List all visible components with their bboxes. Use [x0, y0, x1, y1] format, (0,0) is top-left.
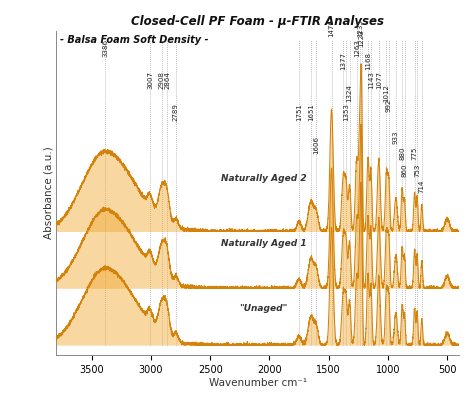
X-axis label: Wavenumber cm⁻¹: Wavenumber cm⁻¹ — [209, 378, 307, 388]
Text: 992: 992 — [386, 98, 392, 112]
Text: 2908: 2908 — [159, 71, 165, 89]
Text: 880: 880 — [399, 147, 405, 160]
Text: 933: 933 — [393, 131, 399, 144]
Y-axis label: Absorbance (a.u.): Absorbance (a.u.) — [44, 147, 54, 239]
Text: "Unaged": "Unaged" — [239, 304, 288, 313]
Text: 1751: 1751 — [296, 104, 302, 122]
Text: 1235: 1235 — [357, 19, 363, 37]
Text: 753: 753 — [414, 163, 420, 177]
Text: 1012: 1012 — [383, 84, 390, 102]
Text: 1168: 1168 — [365, 51, 371, 69]
Text: 1223: 1223 — [358, 29, 365, 47]
Text: 714: 714 — [419, 180, 425, 193]
Text: 2789: 2789 — [173, 104, 179, 122]
Text: 2864: 2864 — [164, 71, 170, 89]
Text: 1606: 1606 — [313, 136, 319, 154]
Text: 860: 860 — [401, 163, 408, 177]
Text: 1324: 1324 — [346, 84, 353, 102]
Text: 3386: 3386 — [102, 39, 108, 57]
Text: Naturally Aged 1: Naturally Aged 1 — [221, 239, 306, 248]
Text: 3007: 3007 — [147, 71, 153, 89]
Text: 1263: 1263 — [354, 39, 360, 57]
Text: 1377: 1377 — [340, 51, 346, 69]
Text: 1143: 1143 — [368, 71, 374, 89]
Title: Closed-Cell PF Foam - μ-FTIR Analyses: Closed-Cell PF Foam - μ-FTIR Analyses — [131, 15, 384, 28]
Text: Naturally Aged 2: Naturally Aged 2 — [221, 174, 306, 183]
Text: 1353: 1353 — [343, 104, 349, 122]
Text: 1651: 1651 — [308, 104, 314, 122]
Text: - Balsa Foam Soft Density -: - Balsa Foam Soft Density - — [60, 35, 209, 46]
Text: 1077: 1077 — [376, 71, 382, 89]
Text: 1476: 1476 — [328, 19, 335, 37]
Text: 775: 775 — [411, 147, 418, 160]
